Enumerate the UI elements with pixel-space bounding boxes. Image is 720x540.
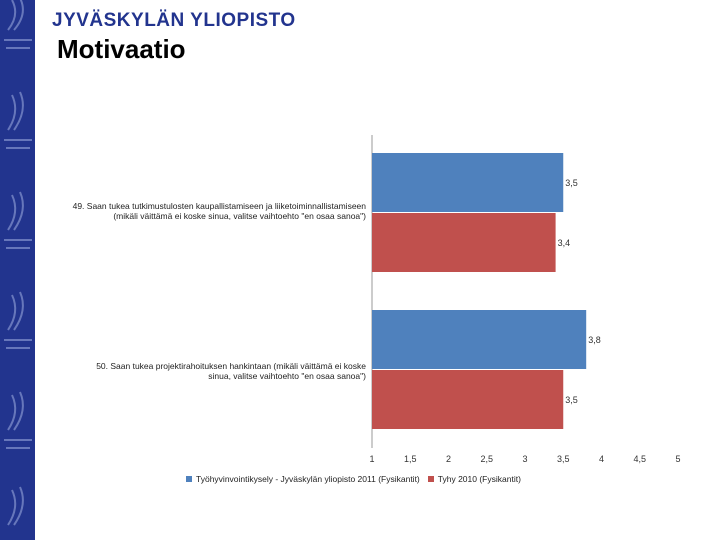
bar xyxy=(372,310,587,369)
torch-emblem-icon xyxy=(4,0,32,526)
category-label: 50. Saan tukea projektirahoituksen hanki… xyxy=(40,361,366,381)
x-tick-label: 1 xyxy=(369,454,374,464)
data-label: 3,4 xyxy=(558,238,571,248)
bar xyxy=(372,213,556,272)
data-label: 3,8 xyxy=(588,335,601,345)
bar xyxy=(372,370,564,429)
data-label: 3,5 xyxy=(565,178,578,188)
legend-label: Työhyvinvointikysely - Jyväskylän yliopi… xyxy=(196,474,420,484)
legend-swatch xyxy=(427,476,434,482)
legend-swatch xyxy=(186,476,192,482)
page-title: Motivaatio xyxy=(57,34,186,64)
chart-legend: Työhyvinvointikysely - Jyväskylän yliopi… xyxy=(186,474,529,484)
category-label: 49. Saan tukea tutkimustulosten kaupalli… xyxy=(40,201,366,221)
university-logo-text: JYVÄSKYLÄN YLIOPISTO xyxy=(52,10,296,31)
x-tick-label: 5 xyxy=(675,454,680,464)
legend-item: Tyhy 2010 (Fysikantit) xyxy=(427,474,521,484)
sidebar-emblem xyxy=(0,0,35,540)
category-label-line: sinua, valitse vaihtoehto "en osaa sanoa… xyxy=(208,371,366,381)
x-tick-label: 3,5 xyxy=(557,454,570,464)
category-label-line: (mikäli väittämä ei koske sinua, valitse… xyxy=(113,211,366,221)
x-tick-label: 3 xyxy=(522,454,527,464)
x-tick-label: 4 xyxy=(599,454,604,464)
legend-item: Työhyvinvointikysely - Jyväskylän yliopi… xyxy=(186,474,420,484)
category-label-line: 49. Saan tukea tutkimustulosten kaupalli… xyxy=(72,201,366,211)
bar xyxy=(372,153,564,212)
x-tick-label: 1,5 xyxy=(404,454,417,464)
category-label-line: 50. Saan tukea projektirahoituksen hanki… xyxy=(96,361,366,371)
legend-label: Tyhy 2010 (Fysikantit) xyxy=(437,474,521,484)
data-label: 3,5 xyxy=(565,395,578,405)
x-tick-label: 4,5 xyxy=(633,454,646,464)
x-tick-label: 2 xyxy=(446,454,451,464)
x-tick-label: 2,5 xyxy=(480,454,493,464)
